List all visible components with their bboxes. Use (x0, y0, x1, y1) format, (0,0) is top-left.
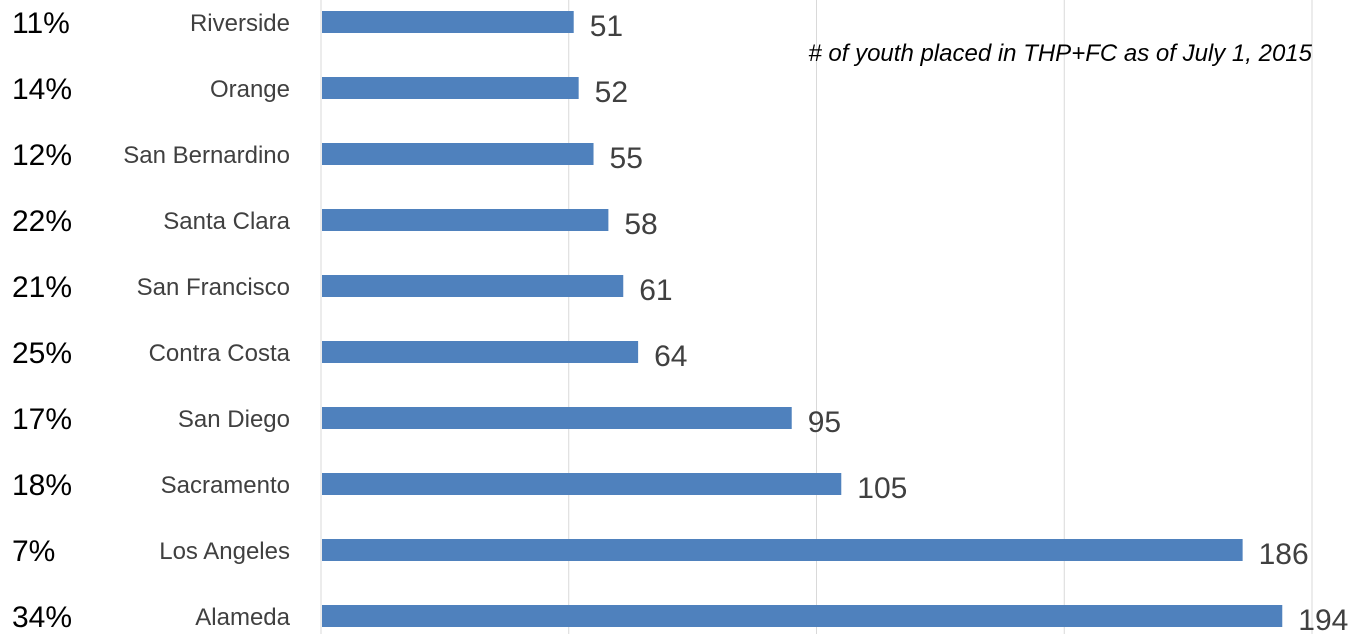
percent-label: 25% (12, 337, 72, 370)
bar-sacramento (322, 473, 842, 495)
value-label: 55 (610, 142, 643, 175)
grid-lines (320, 0, 1313, 634)
bar-san-bernardino (322, 143, 594, 165)
category-label: Alameda (195, 604, 290, 631)
category-label: San Bernardino (123, 142, 290, 169)
bar-alameda (322, 605, 1283, 627)
percent-label: 18% (12, 469, 72, 502)
percent-label: 11% (12, 7, 70, 40)
value-label: 105 (857, 472, 907, 505)
percent-label: 14% (12, 73, 72, 106)
category-label: San Francisco (137, 274, 290, 301)
category-label: Los Angeles (159, 538, 290, 565)
category-label: Riverside (190, 10, 290, 37)
value-label: 52 (595, 76, 628, 109)
value-label: 61 (639, 274, 672, 307)
percent-label: 22% (12, 205, 72, 238)
category-label: Sacramento (161, 472, 290, 499)
category-label: San Diego (178, 406, 290, 433)
percent-label: 34% (12, 601, 72, 634)
bar-orange (322, 77, 579, 99)
bar-san-francisco (322, 275, 624, 297)
percent-label: 12% (12, 139, 72, 172)
value-label: 95 (808, 406, 841, 439)
bar-santa-clara (322, 209, 609, 231)
chart-annotation: # of youth placed in THP+FC as of July 1… (808, 40, 1312, 67)
value-label: 51 (590, 10, 623, 43)
bars (322, 11, 1283, 627)
category-label: Contra Costa (149, 340, 291, 367)
percent-label: 21% (12, 271, 72, 304)
bar-riverside (322, 11, 574, 33)
percent-label: 17% (12, 403, 72, 436)
value-label: 186 (1259, 538, 1309, 571)
bar-san-diego (322, 407, 792, 429)
percent-label: 7% (12, 535, 55, 568)
bar-contra-costa (322, 341, 639, 363)
value-label: 194 (1298, 604, 1348, 634)
category-label: Orange (210, 76, 290, 103)
category-label: Santa Clara (163, 208, 290, 235)
value-label: 64 (654, 340, 687, 373)
value-label: 58 (624, 208, 657, 241)
labels: 11% Riverside 51 14% Orange 52 12% San Bernardi… (12, 7, 1348, 634)
bar-los-angeles (322, 539, 1243, 561)
